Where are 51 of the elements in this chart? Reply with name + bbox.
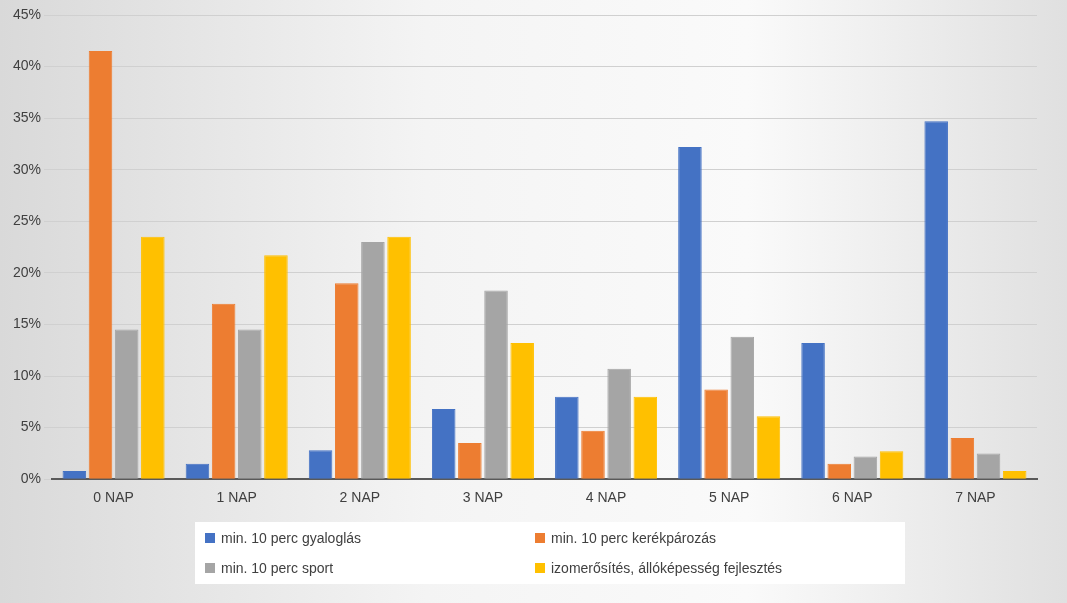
bar [141, 236, 165, 479]
bar [801, 343, 825, 479]
bar [211, 303, 236, 479]
legend-label: min. 10 perc kerékpározás [551, 530, 716, 546]
y-tick-label: 20% [12, 263, 42, 280]
bar [334, 283, 359, 479]
y-tick-label: 30% [12, 160, 42, 177]
bar [756, 416, 781, 479]
bar [678, 147, 702, 479]
bar [114, 329, 139, 479]
y-tick-label: 25% [12, 212, 42, 229]
bar [976, 453, 1001, 479]
bar [484, 290, 508, 479]
bar [238, 329, 262, 479]
x-tick-label: 2 NAP [339, 489, 381, 506]
x-tick-label: 0 NAP [93, 489, 134, 506]
bar [387, 236, 411, 479]
legend-label: izomerősítés, állóképesség fejlesztés [551, 560, 783, 576]
bar [185, 463, 210, 479]
x-tick-label: 3 NAP [462, 489, 504, 506]
bar [555, 396, 579, 479]
x-tick-label: 5 NAP [708, 489, 750, 506]
x-tick-label: 7 NAP [955, 489, 996, 506]
bar [950, 437, 975, 479]
y-tick-label: 35% [12, 109, 42, 126]
bar [827, 463, 852, 479]
bar [879, 451, 904, 479]
bar [607, 368, 631, 479]
legend-label: min. 10 perc sport [221, 560, 334, 576]
bar [510, 343, 534, 479]
bar [704, 389, 728, 479]
y-tick-label: 40% [12, 57, 42, 74]
legend-label: min. 10 perc gyaloglás [221, 530, 362, 546]
y-tick-label: 0% [20, 470, 42, 487]
y-tick-label: 45% [12, 5, 42, 22]
y-tick-label: 5% [20, 418, 42, 435]
bar [633, 396, 658, 479]
x-tick-label: 6 NAP [832, 489, 873, 506]
bar [853, 456, 878, 479]
bar [730, 336, 755, 479]
bar [924, 121, 948, 479]
bar [431, 409, 456, 479]
bar [88, 51, 113, 479]
bar [361, 241, 385, 479]
bar [458, 443, 482, 479]
x-tick-label: 1 NAP [216, 489, 257, 506]
y-tick-label: 15% [12, 315, 42, 332]
bar [308, 450, 333, 479]
bar [581, 430, 605, 479]
x-tick-label: 4 NAP [585, 489, 627, 506]
y-tick-label: 10% [12, 366, 42, 383]
